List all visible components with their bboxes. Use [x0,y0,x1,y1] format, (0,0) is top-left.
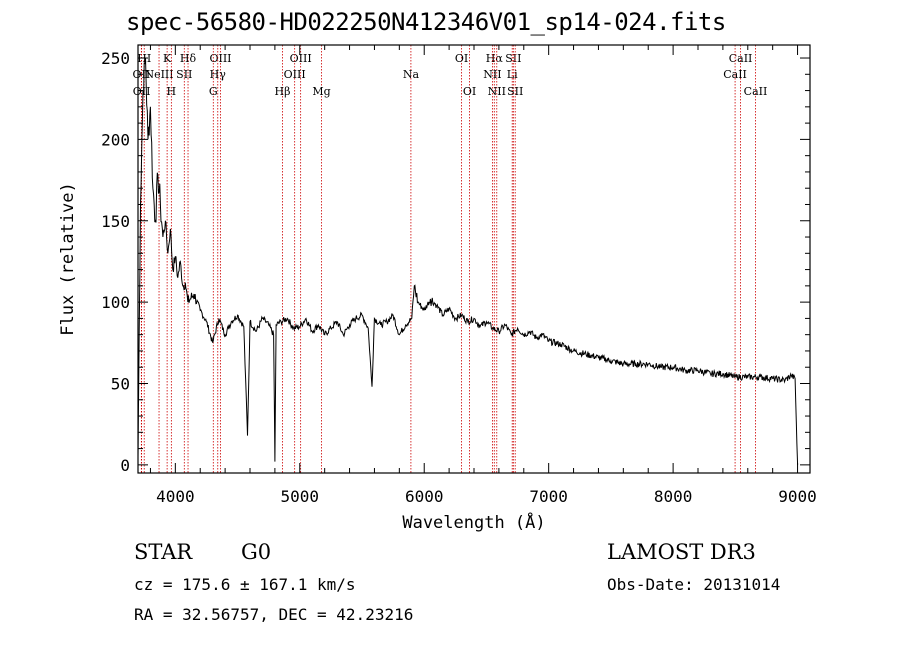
chart-title: spec-56580-HD022250N412346V01_sp14-024.f… [126,8,726,36]
x-tick-label-5: 9000 [778,487,817,506]
object-subclass: G0 [241,540,272,564]
line-label-5: H [167,85,177,98]
line-label-25: CaII [723,68,747,81]
line-label-13: Hβ [275,85,291,98]
line-label-20: NII [488,85,506,98]
y-tick-label-4: 200 [101,130,130,149]
line-label-11: OIII [290,52,312,65]
line-label-23: SII [507,85,523,98]
line-label-21: SII [505,52,521,65]
line-label-15: Na [403,68,420,81]
line-label-19: NII [483,68,501,81]
spectrum-line [137,57,799,465]
line-label-3: K [163,52,172,65]
line-label-9: Hγ [210,68,227,81]
observation-date: Obs-Date: 20131014 [607,575,781,594]
redshift-cz: cz = 175.6 ± 167.1 km/s [134,575,356,594]
line-label-26: CaII [744,85,768,98]
object-type: STAR [134,540,193,564]
line-label-16: OI [455,52,468,65]
y-tick-label-5: 250 [101,49,130,68]
y-tick-label-2: 100 [101,293,130,312]
plot-frame [137,44,811,474]
y-tick-label-0: 0 [120,456,130,475]
line-label-22: Li [507,68,518,81]
y-tick-label-3: 150 [101,212,130,231]
line-label-4: NeIII [144,68,173,81]
line-label-17: OI [463,85,476,98]
x-tick-label-0: 4000 [156,487,195,506]
line-label-12: OIII [284,68,306,81]
line-label-14: Mg [312,85,330,98]
line-label-18: Hα [486,52,504,65]
y-axis-label: Flux (relative) [58,182,78,336]
line-label-6: Hδ [180,52,197,65]
line-label-2: OII [133,85,151,98]
coordinates: RA = 32.56757, DEC = 42.23216 [134,605,414,624]
x-axis-label: Wavelength (Å) [402,511,545,533]
x-tick-label-2: 6000 [405,487,444,506]
x-tick-label-1: 5000 [281,487,320,506]
line-label-10: G [209,85,218,98]
x-tick-label-4: 8000 [654,487,693,506]
survey-label: LAMOST DR3 [607,540,756,564]
y-tick-label-1: 50 [111,374,130,393]
line-label-7: SII [176,68,192,81]
x-tick-label-3: 7000 [529,487,568,506]
line-label-24: CaII [729,52,753,65]
line-label-8: OIII [209,52,231,65]
